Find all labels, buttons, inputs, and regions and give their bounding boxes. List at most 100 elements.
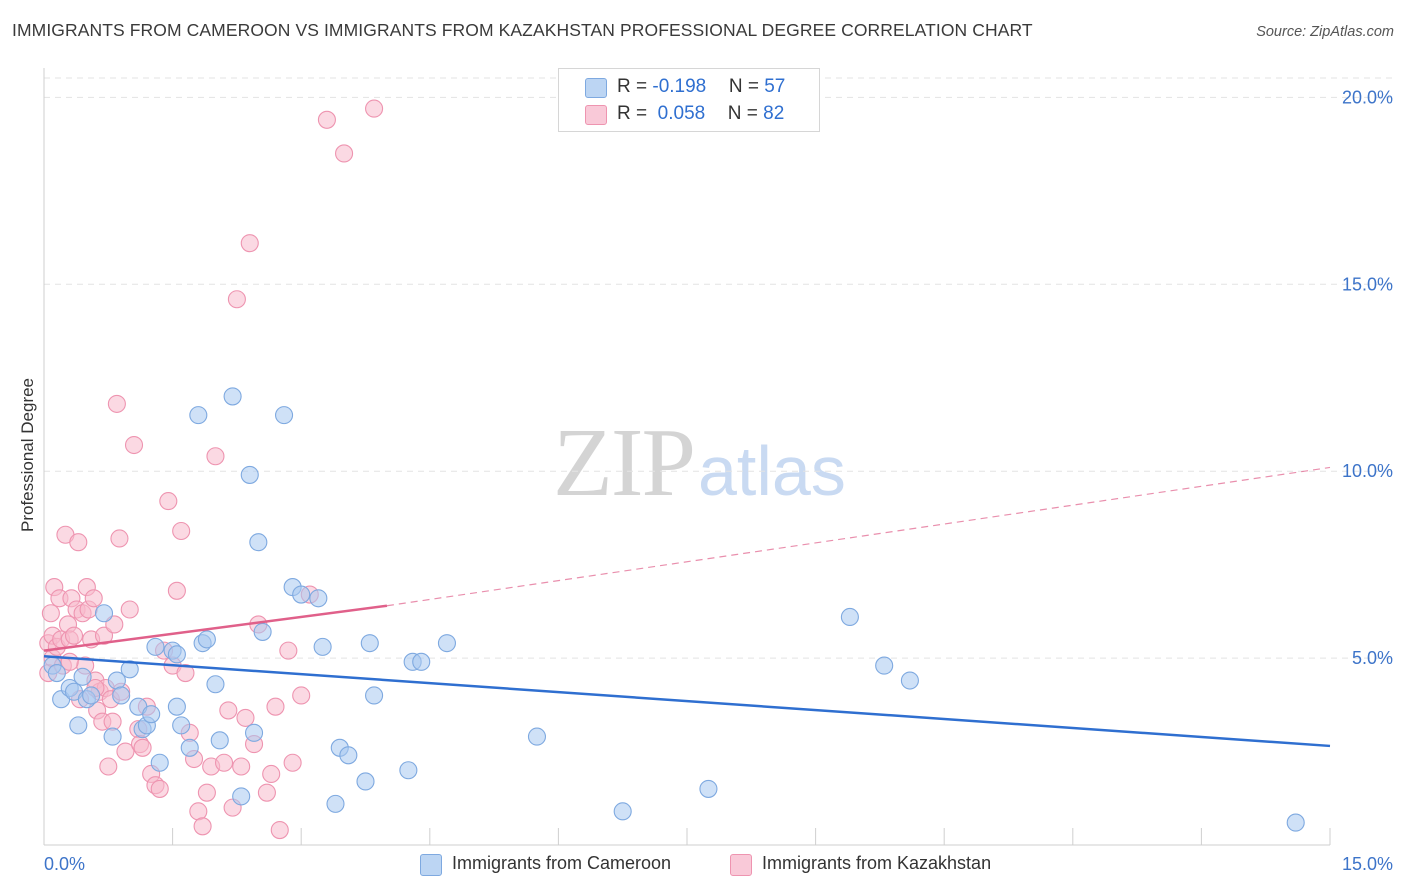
kazakhstan-point bbox=[257, 783, 276, 802]
kazakhstan-point bbox=[219, 701, 238, 720]
kazakhstan-point bbox=[189, 802, 208, 821]
legend-swatch-kazakhstan bbox=[730, 854, 752, 876]
legend-r-value: -0.198 bbox=[652, 76, 707, 97]
kazakhstan-point bbox=[240, 234, 259, 253]
cameroon-point bbox=[309, 589, 328, 608]
y-tick-label: 20.0% bbox=[1342, 87, 1393, 107]
legend-n-value: 57 bbox=[764, 76, 786, 97]
kazakhstan-point bbox=[167, 581, 186, 600]
cameroon-point bbox=[313, 637, 332, 656]
y-tick-label: 15.0% bbox=[1342, 274, 1393, 294]
cameroon-point bbox=[339, 746, 358, 765]
kazakhstan-point bbox=[365, 99, 384, 118]
cameroon-point bbox=[365, 686, 384, 705]
kazakhstan-point bbox=[214, 753, 234, 772]
cameroon-point bbox=[613, 802, 632, 821]
kazakhstan-point bbox=[105, 615, 124, 634]
cameroon-point bbox=[180, 738, 199, 757]
cameroon-point bbox=[150, 753, 169, 772]
cameroon-point bbox=[94, 604, 114, 623]
kazakhstan-point bbox=[317, 110, 336, 129]
cameroon-point bbox=[172, 716, 191, 735]
cameroon-point bbox=[167, 645, 186, 664]
kazakhstan-point bbox=[133, 738, 152, 757]
cameroon-point bbox=[900, 671, 919, 690]
cameroon-point bbox=[206, 675, 225, 694]
legend-label-cameroon: Immigrants from Cameroon bbox=[452, 853, 672, 873]
cameroon-point bbox=[275, 406, 294, 425]
cameroon-point bbox=[356, 772, 375, 791]
kazakhstan-point bbox=[232, 757, 251, 776]
kazakhstan-point bbox=[150, 779, 169, 798]
cameroon-point bbox=[82, 686, 101, 705]
kazakhstan-point bbox=[84, 589, 103, 608]
cameroon-point bbox=[360, 634, 379, 653]
legend-r-label: R = bbox=[617, 76, 653, 97]
cameroon-point bbox=[69, 716, 88, 735]
kazakhstan-point bbox=[110, 529, 129, 548]
legend-r-value: 0.058 bbox=[652, 103, 706, 124]
stats-legend: R = -0.198 N = 57 R = 0.058 N = 82 bbox=[558, 68, 820, 132]
cameroon-point bbox=[210, 731, 229, 750]
cameroon-point bbox=[1286, 813, 1305, 832]
kazakhstan-trend-line-extension bbox=[386, 466, 1331, 607]
cameroon-point bbox=[142, 705, 161, 724]
y-tick-label: 10.0% bbox=[1342, 461, 1393, 481]
cameroon-point bbox=[527, 727, 547, 746]
kazakhstan-trend-line bbox=[43, 604, 388, 652]
cameroon-point bbox=[167, 697, 186, 716]
cameroon-point bbox=[120, 660, 139, 679]
kazakhstan-point bbox=[69, 533, 88, 552]
legend-n-label: N = bbox=[728, 76, 765, 97]
cameroon-point bbox=[840, 607, 859, 627]
kazakhstan-point bbox=[107, 394, 126, 413]
kazakhstan-point bbox=[270, 820, 289, 840]
kazakhstan-point bbox=[262, 764, 281, 784]
cameroon-point bbox=[437, 634, 456, 653]
kazakhstan-point bbox=[159, 492, 178, 511]
cameroon-point bbox=[326, 794, 345, 813]
y-axis-label: Professional Degree bbox=[18, 377, 37, 533]
cameroon-point bbox=[103, 727, 122, 746]
kazakhstan-point bbox=[94, 626, 114, 645]
x-tick-label: 15.0% bbox=[1342, 854, 1393, 874]
kazakhstan-point bbox=[120, 600, 139, 619]
cameroon-point bbox=[253, 622, 272, 641]
legend-n-label: N = bbox=[727, 103, 764, 124]
kazakhstan-point bbox=[266, 697, 285, 716]
kazakhstan-point bbox=[197, 783, 216, 802]
kazakhstan-point bbox=[335, 144, 354, 163]
kazakhstan-point bbox=[116, 742, 135, 761]
kazakhstan-point bbox=[172, 521, 191, 541]
kazakhstan-point bbox=[283, 753, 302, 772]
cameroon-point bbox=[240, 465, 259, 484]
cameroon-point bbox=[292, 585, 311, 604]
x-tick-label: 0.0% bbox=[44, 854, 85, 874]
kazakhstan-point bbox=[206, 447, 225, 466]
cameroon-point bbox=[223, 387, 242, 406]
cameroon-point bbox=[875, 656, 894, 675]
cameroon-point bbox=[197, 630, 216, 649]
kazakhstan-point bbox=[41, 604, 60, 623]
legend-n-value: 82 bbox=[763, 103, 785, 124]
kazakhstan-point bbox=[124, 435, 144, 455]
cameroon-point bbox=[112, 686, 131, 705]
legend-swatch-cameroon bbox=[420, 854, 442, 876]
kazakhstan-point bbox=[99, 757, 118, 776]
cameroon-point bbox=[699, 779, 718, 798]
source-label: Source: ZipAtlas.com bbox=[1256, 24, 1394, 40]
cameroon-point bbox=[249, 533, 268, 552]
cameroon-point bbox=[412, 652, 431, 671]
cameroon-point bbox=[244, 723, 264, 742]
cameroon-point bbox=[146, 637, 165, 656]
kazakhstan-point bbox=[236, 708, 255, 727]
legend-r-label: R = bbox=[617, 103, 653, 124]
cameroon-point bbox=[189, 406, 208, 425]
legend-swatch-cameroon bbox=[585, 78, 607, 98]
kazakhstan-point bbox=[193, 817, 212, 836]
cameroon-point bbox=[399, 761, 418, 780]
kazakhstan-point bbox=[227, 290, 246, 309]
y-tick-label: 5.0% bbox=[1352, 648, 1393, 668]
kazakhstan-point bbox=[64, 626, 84, 645]
